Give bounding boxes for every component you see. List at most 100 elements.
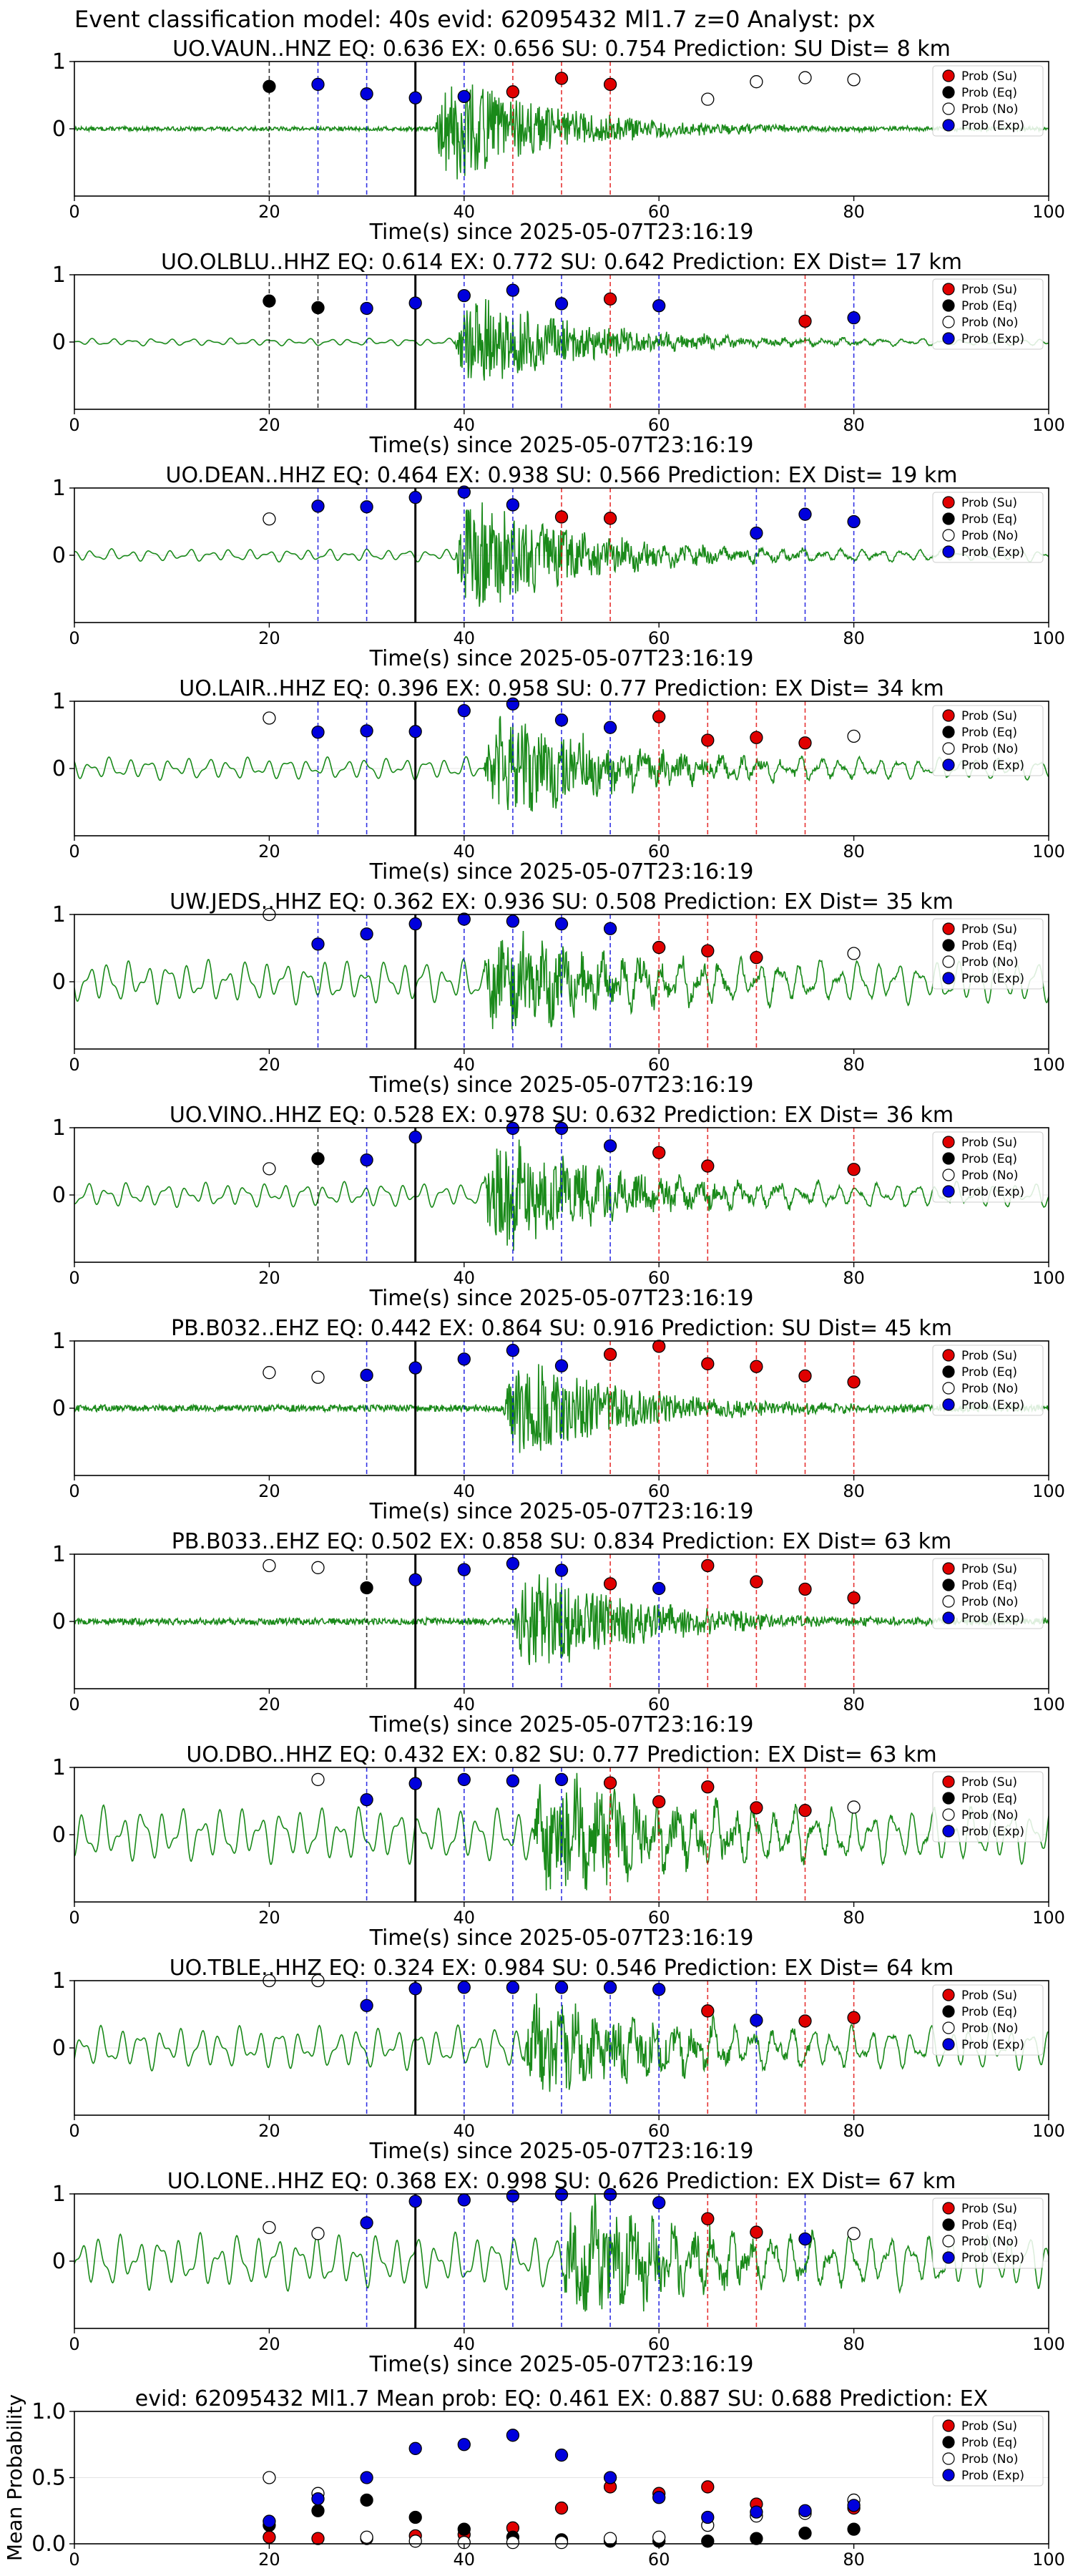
prob-point-su [652,710,666,723]
legend-label-eq: Prob (Eq) [961,512,1017,527]
prob-point-su [798,736,812,750]
x-axis-label: Time(s) since 2025-05-07T23:16:19 [369,1499,754,1524]
panel-3: UO.LAIR..HHZ EQ: 0.396 EX: 0.958 SU: 0.7… [52,676,1065,884]
legend: Prob (Su) Prob (Eq) Prob (No) Prob (Exp) [932,65,1044,137]
x-tick-label: 0 [69,1268,79,1288]
prob-point-eq [360,2493,373,2507]
prob-point-eq [798,2527,812,2540]
legend: Prob (Su) Prob (Eq) Prob (No) Prob (Exp) [932,1131,1044,1203]
x-tick-label: 80 [843,415,865,435]
prob-point-su [701,2480,715,2494]
legend-marker-exp [942,2038,955,2051]
prob-point-eq [360,1581,373,1595]
legend-marker-eq [942,1365,955,1378]
legend-label-su: Prob (Su) [961,709,1017,723]
prob-point-su [554,72,569,85]
prob-point-exp [506,283,520,297]
prob-point-su [652,1146,666,1159]
prob-point-exp [457,89,471,104]
panel-9: UO.TBLE..HHZ EQ: 0.324 EX: 0.984 SU: 0.5… [52,1956,1065,2164]
prob-point-eq [263,294,276,308]
y-axis-label: Mean Probability [3,2394,26,2561]
x-tick-label: 60 [648,841,670,862]
y-tick-label: 1 [52,1542,66,1567]
prob-point-no [263,1558,276,1573]
prob-point-exp [506,914,520,928]
x-tick-label: 40 [454,1694,476,1714]
prob-point-exp [457,288,471,303]
prob-point-su [750,1360,763,1373]
legend-marker-no [942,1595,955,1608]
y-tick-label: 0 [52,1183,66,1208]
x-tick-label: 100 [1032,2121,1065,2141]
prob-point-exp [506,1121,520,1136]
x-tick-label: 60 [648,1481,670,1501]
prob-point-exp [506,2429,520,2442]
x-tick-label: 20 [258,1055,280,1075]
panel-8: UO.DBO..HHZ EQ: 0.432 EX: 0.82 SU: 0.77 … [52,1742,1065,1951]
prob-point-exp [554,1563,569,1577]
prob-point-exp [554,2187,569,2202]
prob-point-exp [750,526,763,540]
prob-point-su [701,1357,715,1371]
legend: Prob (Su) Prob (Eq) Prob (No) Prob (Exp) [932,705,1044,776]
x-tick-label: 80 [843,2121,865,2141]
legend-label-su: Prob (Su) [961,496,1017,510]
x-tick-label: 20 [258,1268,280,1288]
legend-marker-no [942,1169,955,1181]
legend-label-su: Prob (Su) [961,2419,1017,2434]
prob-point-no [506,2535,520,2550]
panel-5: UO.VINO..HHZ EQ: 0.528 EX: 0.978 SU: 0.6… [52,1103,1065,1311]
x-tick-label: 60 [648,1908,670,1928]
legend: Prob (Su) Prob (Eq) Prob (No) Prob (Exp) [932,2415,1044,2487]
prob-point-no [311,2227,325,2240]
prob-point-exp [554,713,569,727]
x-tick-label: 20 [258,415,280,435]
x-tick-label: 0 [69,1055,79,1075]
legend-marker-exp [942,1825,955,1838]
prob-point-exp [652,2196,666,2210]
prob-point-exp [408,1777,422,1790]
prob-point-su [603,1776,617,1790]
prob-point-su [750,2225,763,2239]
legend-label-exp: Prob (Exp) [961,1398,1024,1413]
legend-marker-exp [942,758,955,771]
x-tick-label: 0 [69,841,79,862]
legend-marker-no [942,955,955,968]
panel-title: PB.B033..EHZ EQ: 0.502 EX: 0.858 SU: 0.8… [172,1529,952,1554]
prob-point-su [750,951,763,965]
prob-point-su [798,1804,812,1818]
legend-marker-exp [942,972,955,985]
prob-point-no [311,1772,325,1787]
legend-marker-no [942,2452,955,2465]
x-tick-label: 80 [843,841,865,862]
prob-point-no [847,947,861,960]
legend-marker-eq [942,512,955,525]
x-tick-label: 80 [843,2334,865,2354]
legend-label-exp: Prob (Exp) [961,545,1024,560]
prob-point-exp [603,2187,617,2202]
prob-point-exp [506,2189,520,2202]
prob-point-exp [652,2491,666,2504]
panel-plot-area [74,1554,1049,1689]
prob-point-no [750,75,763,89]
prob-point-su [701,2004,715,2018]
prob-point-su [847,2011,861,2024]
panel-title: PB.B032..EHZ EQ: 0.442 EX: 0.864 SU: 0.9… [171,1316,952,1341]
prob-point-exp [506,1344,520,1357]
prob-point-exp [408,491,422,504]
prob-point-exp [360,1153,373,1167]
y-tick-label: 1.0 [31,2399,66,2424]
y-tick-label: 0 [52,756,66,781]
panel-title: UO.TBLE..HHZ EQ: 0.324 EX: 0.984 SU: 0.5… [170,1956,954,1981]
prob-point-exp [554,1772,569,1787]
prob-point-exp [457,912,471,926]
y-tick-label: 1 [52,2182,66,2207]
legend-label-su: Prob (Su) [961,1775,1017,1790]
prob-point-exp [360,1792,373,1807]
legend-box [932,1345,1044,1416]
x-tick-label: 20 [258,2121,280,2141]
prob-point-su [652,1340,666,1353]
legend-box [932,1558,1044,1629]
